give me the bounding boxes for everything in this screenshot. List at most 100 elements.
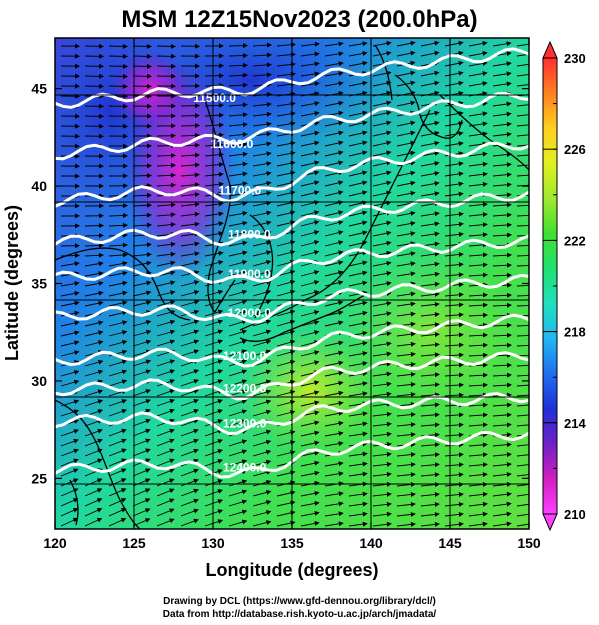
wind-arrow [108, 43, 128, 49]
wind-arrow [348, 310, 368, 317]
wind-arrow [252, 449, 272, 457]
wind-arrow [156, 280, 176, 287]
wind-arrow [444, 272, 464, 278]
x-tick-label: 120 [43, 535, 67, 551]
wind-arrow [156, 153, 176, 159]
wind-arrow [300, 250, 320, 257]
wind-arrow [372, 471, 392, 477]
wind-arrow [324, 240, 344, 247]
wind-arrow [324, 150, 344, 157]
wind-arrow [492, 252, 512, 258]
wind-arrow [444, 382, 464, 388]
wind-arrow [108, 212, 128, 218]
wind-arrow [204, 349, 224, 357]
wind-arrow [108, 349, 128, 357]
wind-arrow [324, 71, 344, 77]
wind-arrow [132, 222, 152, 228]
wind-arrow [420, 291, 440, 297]
wind-arrow [468, 232, 488, 238]
wind-arrow [132, 498, 151, 507]
wind-arrow [204, 359, 224, 367]
wind-arrow [468, 312, 488, 318]
kuril-islands [439, 94, 529, 171]
wind-arrow [180, 319, 200, 327]
wind-arrow [420, 231, 440, 237]
height-contour-label: 11700.0 [219, 184, 262, 198]
wind-arrow [372, 341, 392, 347]
wind-arrow [516, 245, 529, 247]
wind-arrow [396, 221, 416, 227]
wind-arrow [204, 181, 224, 187]
wind-arrow [204, 299, 224, 307]
wind-arrow [324, 120, 344, 127]
wind-arrow [84, 498, 103, 507]
wind-arrow [396, 351, 416, 357]
wind-arrow [348, 230, 368, 237]
wind-arrow [132, 488, 151, 497]
height-contour-label: 12200.0 [223, 381, 267, 395]
wind-arrow [372, 170, 392, 177]
wind-arrow [492, 41, 512, 47]
wind-arrow [108, 428, 127, 437]
wind-arrow [396, 271, 416, 277]
wind-arrow [324, 521, 344, 527]
wind-arrow [348, 340, 368, 347]
wind-arrow [420, 80, 440, 87]
wind-arrow [324, 310, 344, 317]
wind-arrow [204, 231, 224, 237]
wind-arrow [324, 461, 344, 467]
wind-arrow [252, 259, 272, 267]
wind-arrow [324, 230, 344, 237]
wind-arrow [420, 352, 440, 358]
wind-arrow [228, 210, 248, 217]
wind-arrow [60, 438, 79, 447]
wind-arrow [492, 61, 512, 67]
wind-arrow [372, 381, 392, 387]
wind-arrow [372, 461, 392, 467]
wind-arrow [492, 101, 512, 107]
wind-arrow [468, 521, 488, 527]
x-tick-label: 135 [280, 535, 304, 551]
wind-arrow [396, 511, 416, 517]
wind-arrow [420, 50, 440, 57]
wind-arrow [180, 488, 199, 497]
wind-arrow [444, 452, 464, 458]
wind-arrow [348, 270, 368, 277]
wind-arrow [396, 120, 416, 127]
wind-arrow [444, 432, 464, 438]
wind-arrow [492, 262, 512, 268]
wind-arrow [516, 214, 529, 217]
wind-arrow [444, 211, 464, 217]
wind-arrow [180, 408, 199, 417]
wind-arrow [324, 280, 344, 287]
wind-arrow [372, 50, 392, 57]
wind-arrow [156, 369, 176, 377]
wind-arrow [492, 131, 512, 137]
wind-arrow [84, 242, 104, 248]
wind-arrow [252, 180, 272, 187]
wind-arrow [60, 429, 79, 437]
wind-arrow [60, 320, 80, 327]
wind-arrow [300, 71, 320, 77]
wind-arrow [204, 211, 224, 217]
wind-arrow [228, 141, 248, 147]
wind-arrow [372, 230, 392, 237]
wind-arrow [156, 339, 176, 347]
wind-arrow [492, 162, 512, 168]
wind-arrow [60, 379, 80, 387]
wind-arrow [84, 233, 104, 239]
wind-arrow [300, 220, 320, 227]
wind-arrow [108, 242, 128, 248]
wind-arrow [444, 372, 464, 378]
wind-arrow [420, 150, 440, 157]
wind-arrow [132, 290, 152, 297]
wind-arrow [444, 362, 464, 368]
wind-arrow [300, 240, 320, 247]
wind-arrow [516, 483, 529, 487]
wind-arrow [300, 130, 320, 137]
y-axis-label: Latitude (degrees) [2, 205, 22, 361]
wind-arrow [204, 289, 224, 297]
wind-arrow [300, 390, 320, 397]
wind-arrow [252, 520, 272, 527]
